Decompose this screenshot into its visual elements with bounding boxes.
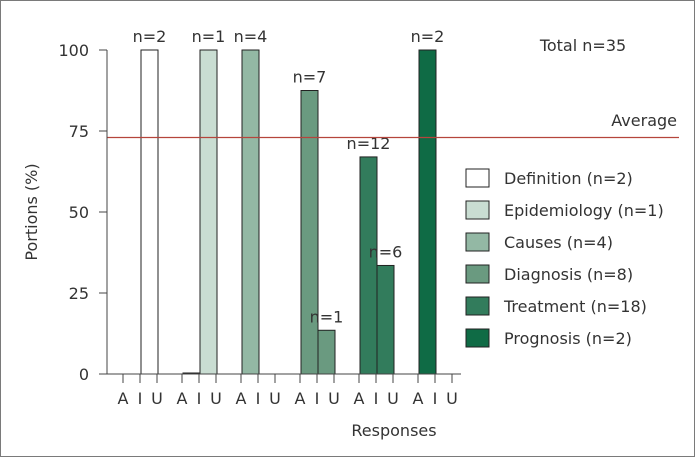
x-tick-label: I xyxy=(374,389,379,408)
y-tick-label: 0 xyxy=(79,365,89,384)
bar-3-I xyxy=(317,329,336,375)
bar-count-label: n=2 xyxy=(133,27,167,46)
x-tick-label: U xyxy=(446,389,458,408)
legend-swatch xyxy=(465,264,490,284)
legend-item-label: Diagnosis (n=8) xyxy=(504,265,633,284)
legend-item-label: Treatment (n=18) xyxy=(503,297,647,316)
total-label: Total n=35 xyxy=(539,36,626,55)
x-tick-label: U xyxy=(328,389,340,408)
bar-5-A xyxy=(418,49,437,375)
y-axis-title: Portions (%) xyxy=(22,163,41,260)
x-tick-label: U xyxy=(151,389,163,408)
legend-item-label: Definition (n=2) xyxy=(504,169,633,188)
bar-count-label: n=4 xyxy=(234,27,268,46)
bar-count-label: n=6 xyxy=(369,242,403,261)
x-tick-label: A xyxy=(413,389,424,408)
x-tick-label: U xyxy=(269,389,281,408)
legend-item-label: Prognosis (n=2) xyxy=(504,329,632,348)
y-tick-label: 100 xyxy=(58,41,89,60)
legend-item-label: Epidemiology (n=1) xyxy=(504,201,664,220)
x-tick-label: I xyxy=(138,389,143,408)
bar-0-I xyxy=(140,49,159,375)
bar-1-I xyxy=(199,49,218,375)
x-tick-label: U xyxy=(387,389,399,408)
x-tick-label: A xyxy=(118,389,129,408)
legend-swatch xyxy=(465,168,490,188)
legend-swatch xyxy=(465,200,490,220)
legend-swatch xyxy=(465,296,490,316)
x-axis-title: Responses xyxy=(351,421,436,440)
bar-4-A xyxy=(359,156,378,375)
average-label: Average xyxy=(611,111,677,130)
legend-swatch xyxy=(465,328,490,348)
bar-3-A xyxy=(300,90,319,375)
bar-count-label: n=7 xyxy=(293,68,327,87)
y-tick-label: 75 xyxy=(69,122,89,141)
bar-2-A xyxy=(241,49,260,375)
y-tick-label: 50 xyxy=(69,203,89,222)
bar-count-label: n=12 xyxy=(347,134,391,153)
x-tick-label: I xyxy=(256,389,261,408)
legend-swatch xyxy=(465,232,490,252)
bar-count-label: n=1 xyxy=(192,27,226,46)
bar-count-label: n=1 xyxy=(310,307,344,326)
bar-labels-layer: n=2 n=1 n=4 n=7 n=1 n=12 n=6 n=2 xyxy=(133,27,445,326)
bars-layer xyxy=(140,49,437,375)
y-tick-label: 25 xyxy=(69,284,89,303)
legend: Definition (n=2) Epidemiology (n=1) Causes… xyxy=(465,168,664,348)
bar-count-label: n=2 xyxy=(411,27,445,46)
x-tick-label: A xyxy=(295,389,306,408)
y-ticks: 0 25 50 75 100 xyxy=(58,41,107,384)
x-tick-label: I xyxy=(315,389,320,408)
x-tick-label: U xyxy=(210,389,222,408)
x-tick-label: A xyxy=(236,389,247,408)
x-tick-label: A xyxy=(354,389,365,408)
x-tick-label: I xyxy=(197,389,202,408)
x-tick-label: A xyxy=(177,389,188,408)
bar-4-I xyxy=(376,264,395,375)
x-tick-label: I xyxy=(433,389,438,408)
legend-item-label: Causes (n=4) xyxy=(504,233,613,252)
